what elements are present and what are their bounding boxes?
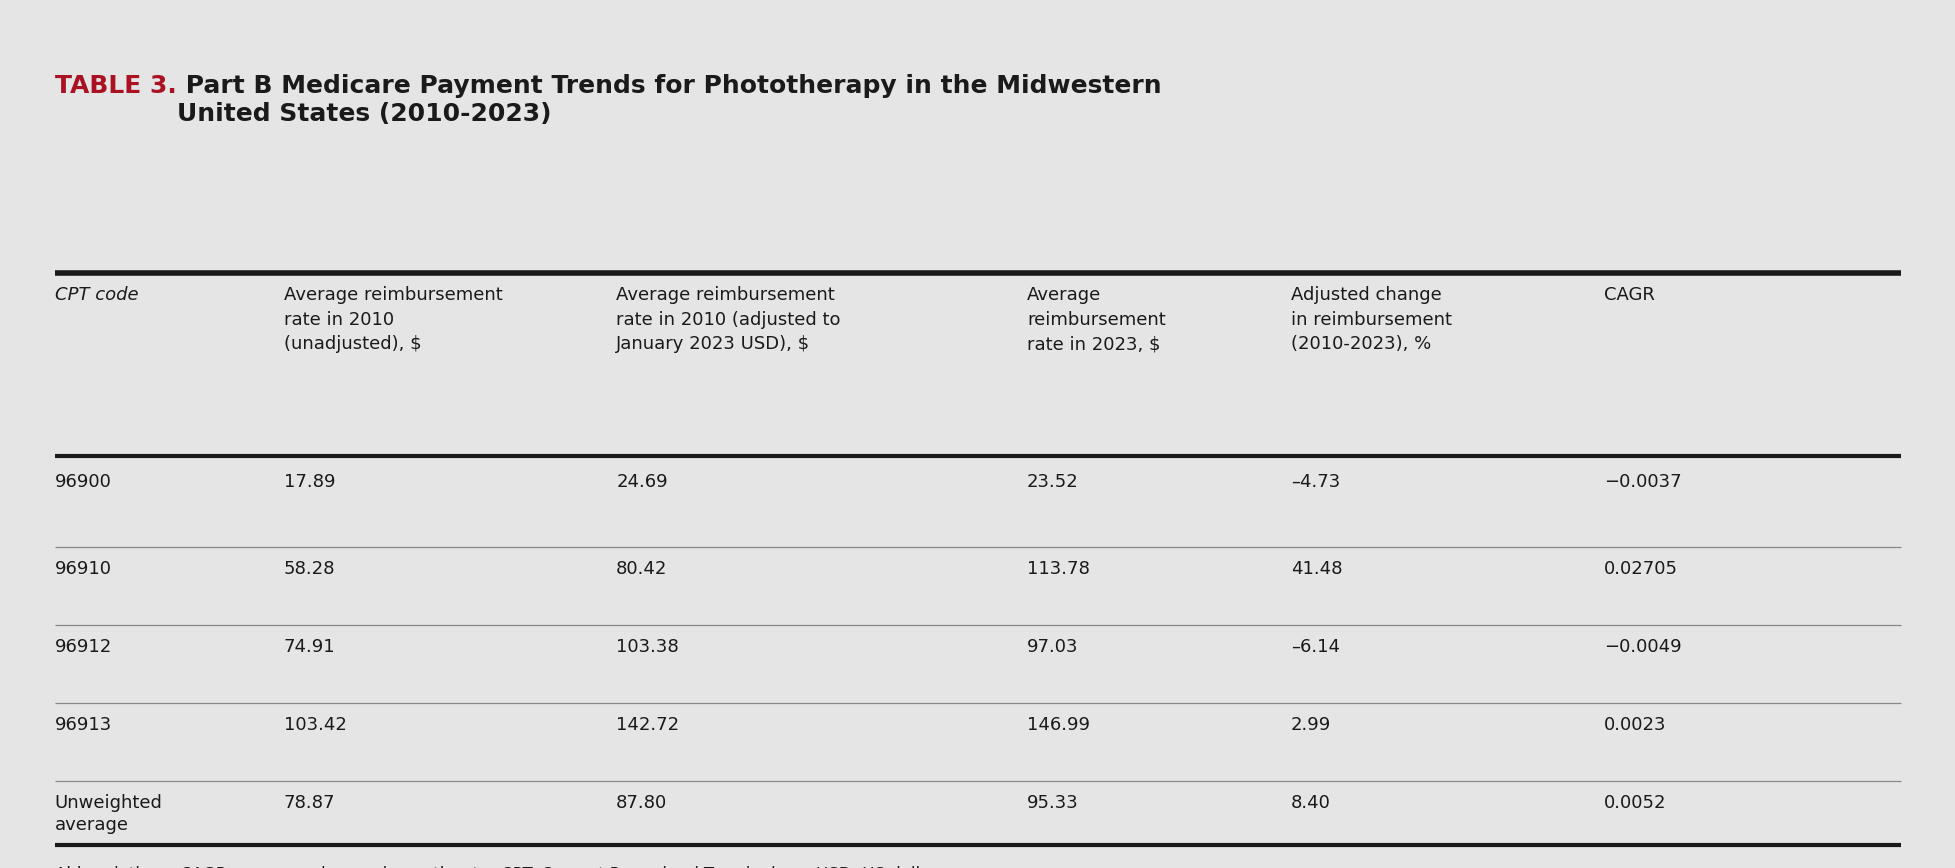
Text: 95.33: 95.33 — [1026, 794, 1077, 812]
Text: 113.78: 113.78 — [1026, 560, 1089, 578]
Text: Unweighted
average: Unweighted average — [55, 794, 162, 834]
Text: 8.40: 8.40 — [1290, 794, 1329, 812]
Text: 58.28: 58.28 — [283, 560, 334, 578]
Text: 41.48: 41.48 — [1290, 560, 1341, 578]
Text: Average reimbursement
rate in 2010
(unadjusted), $: Average reimbursement rate in 2010 (unad… — [283, 286, 502, 353]
Text: 96913: 96913 — [55, 716, 111, 734]
Text: 103.42: 103.42 — [283, 716, 346, 734]
Text: Adjusted change
in reimbursement
(2010-2023), %: Adjusted change in reimbursement (2010-2… — [1290, 286, 1451, 353]
Text: 78.87: 78.87 — [283, 794, 334, 812]
Text: 96900: 96900 — [55, 473, 111, 491]
Text: Average
reimbursement
rate in 2023, $: Average reimbursement rate in 2023, $ — [1026, 286, 1165, 353]
Text: –4.73: –4.73 — [1290, 473, 1339, 491]
Text: ; USD, US dollars.: ; USD, US dollars. — [804, 866, 950, 868]
Text: 96912: 96912 — [55, 638, 111, 656]
Text: Average reimbursement
rate in 2010 (adjusted to
January 2023 USD), $: Average reimbursement rate in 2010 (adju… — [616, 286, 841, 353]
Text: 0.0023: 0.0023 — [1603, 716, 1666, 734]
Text: 23.52: 23.52 — [1026, 473, 1077, 491]
Text: 74.91: 74.91 — [283, 638, 334, 656]
Text: Abbreviations: CAGR, compound annual growth rate;: Abbreviations: CAGR, compound annual gro… — [55, 866, 500, 868]
Text: CPT code: CPT code — [55, 286, 139, 305]
Text: −0.0049: −0.0049 — [1603, 638, 1681, 656]
Text: 0.02705: 0.02705 — [1603, 560, 1677, 578]
Text: 0.0052: 0.0052 — [1603, 794, 1666, 812]
Text: CAGR: CAGR — [1603, 286, 1654, 305]
Text: TABLE 3.: TABLE 3. — [55, 74, 176, 98]
Text: 2.99: 2.99 — [1290, 716, 1331, 734]
Text: 87.80: 87.80 — [616, 794, 667, 812]
Text: 97.03: 97.03 — [1026, 638, 1077, 656]
Text: 103.38: 103.38 — [616, 638, 678, 656]
Text: 96910: 96910 — [55, 560, 111, 578]
Text: –6.14: –6.14 — [1290, 638, 1339, 656]
Text: 24.69: 24.69 — [616, 473, 667, 491]
Text: 146.99: 146.99 — [1026, 716, 1089, 734]
Text: Part B Medicare Payment Trends for Phototherapy in the Midwestern
United States : Part B Medicare Payment Trends for Photo… — [176, 74, 1161, 126]
Text: CPT, Current Procedural Terminology: CPT, Current Procedural Terminology — [500, 866, 804, 868]
Text: 142.72: 142.72 — [616, 716, 678, 734]
Text: 80.42: 80.42 — [616, 560, 667, 578]
Text: −0.0037: −0.0037 — [1603, 473, 1681, 491]
Text: 17.89: 17.89 — [283, 473, 334, 491]
